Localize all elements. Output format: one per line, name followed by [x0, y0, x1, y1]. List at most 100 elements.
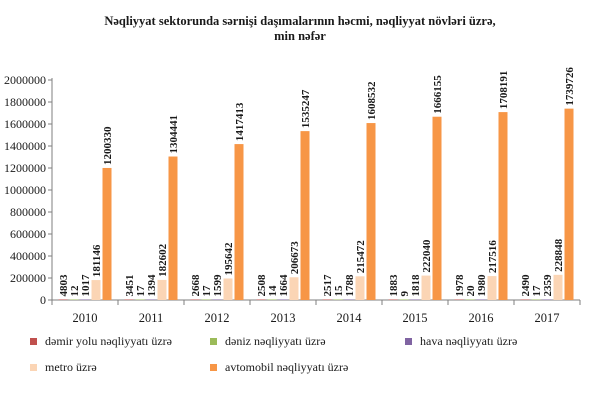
- x-tick-label: 2014: [337, 311, 363, 325]
- bar: [520, 299, 530, 300]
- chart-legend: dəmir yolu nəqliyyatı üzrə dəniz nəqliyya…: [30, 334, 590, 394]
- x-tick-label: 2011: [139, 311, 164, 325]
- bar: [157, 279, 167, 300]
- data-label: 1394: [146, 274, 158, 297]
- data-label: 17: [531, 285, 543, 297]
- y-tick-label: 200000: [10, 271, 46, 285]
- data-label: 195642: [223, 242, 235, 276]
- y-tick-label: 0: [40, 293, 46, 307]
- data-label: 1666155: [432, 75, 444, 114]
- data-label: 2359: [542, 274, 554, 297]
- data-label: 182602: [157, 243, 169, 277]
- bar: [476, 299, 486, 300]
- data-label: 9: [399, 291, 411, 297]
- legend-swatch: [210, 338, 217, 345]
- data-label: 15: [333, 285, 345, 297]
- bar: [80, 299, 90, 300]
- bar: [300, 131, 310, 300]
- data-label: 215472: [355, 240, 367, 274]
- legend-label: dəmir yolu nəqliyyatı üzrə: [45, 334, 172, 348]
- y-tick-label: 2000000: [4, 73, 46, 87]
- data-label: 14: [267, 285, 279, 297]
- data-label: 1304441: [168, 115, 180, 154]
- y-tick-label: 800000: [10, 205, 46, 219]
- legend-swatch: [30, 364, 37, 371]
- legend-item: avtomobil nəqliyyatı üzrə: [210, 360, 348, 375]
- bar: [553, 274, 563, 300]
- chart-title-line-2: min nəfər: [274, 29, 326, 43]
- bar: [91, 280, 101, 300]
- bar: [355, 276, 365, 300]
- bar: [278, 299, 288, 300]
- bar: [542, 299, 552, 300]
- y-tick-label: 400000: [10, 249, 46, 263]
- x-tick-label: 2017: [535, 311, 560, 325]
- data-label: 222040: [421, 239, 433, 273]
- data-label: 4803: [58, 274, 70, 297]
- y-tick-label: 1000000: [4, 183, 46, 197]
- bar: [102, 167, 112, 300]
- chart-title: Nəqliyyat sektorunda sərnişi daşımaların…: [40, 14, 560, 44]
- bar: [223, 278, 233, 300]
- bar: [388, 299, 398, 300]
- bar: [289, 277, 299, 300]
- data-label: 1708191: [498, 71, 510, 110]
- data-label: 1818: [410, 274, 422, 297]
- bar: [201, 299, 211, 300]
- data-label: 1883: [388, 274, 400, 297]
- data-label: 1788: [344, 274, 356, 297]
- bar: [531, 299, 541, 300]
- legend-item: metro üzrə: [30, 360, 97, 375]
- data-label: 1599: [212, 274, 224, 297]
- data-label: 1664: [278, 274, 290, 297]
- bar: [366, 123, 376, 300]
- legend-swatch: [30, 338, 37, 345]
- legend-item: dəniz nəqliyyatı üzrə: [210, 334, 326, 349]
- data-label: 2668: [190, 274, 202, 297]
- bar: [58, 299, 68, 300]
- data-label: 1417413: [234, 102, 246, 141]
- y-tick-label: 1400000: [4, 139, 46, 153]
- bar: [190, 299, 200, 300]
- data-label: 1200330: [102, 126, 114, 165]
- bar: [410, 299, 420, 300]
- legend-swatch: [405, 338, 412, 345]
- legend-label: avtomobil nəqliyyatı üzrə: [225, 360, 349, 374]
- x-tick-label: 2013: [271, 311, 296, 325]
- data-label: 2517: [322, 274, 334, 297]
- x-tick-label: 2015: [403, 311, 428, 325]
- data-label: 2508: [256, 274, 268, 297]
- y-tick-label: 1600000: [4, 117, 46, 131]
- legend-label: metro üzrə: [45, 360, 97, 374]
- bar: [322, 299, 332, 300]
- legend-swatch: [210, 364, 217, 371]
- bar: [333, 299, 343, 300]
- legend-label: hava nəqliyyatı üzrə: [420, 334, 518, 348]
- bar: [256, 299, 266, 300]
- data-label: 2490: [520, 274, 532, 297]
- data-label: 17: [135, 285, 147, 297]
- bar: [344, 299, 354, 300]
- bar: [564, 108, 574, 300]
- bar: [124, 299, 134, 300]
- bar: [399, 299, 409, 300]
- bar: [267, 299, 277, 300]
- data-label: 17: [201, 285, 213, 297]
- bar: [465, 299, 475, 300]
- data-label: 20: [465, 285, 477, 297]
- bar: [454, 299, 464, 300]
- x-tick-label: 2012: [205, 311, 230, 325]
- bar: [168, 156, 178, 300]
- bar: [69, 299, 79, 300]
- data-label: 228848: [553, 238, 565, 272]
- bar: [498, 112, 508, 300]
- y-tick-label: 600000: [10, 227, 46, 241]
- x-tick-label: 2010: [73, 311, 98, 325]
- data-label: 1017: [80, 274, 92, 297]
- data-label: 12: [69, 285, 81, 297]
- bar: [432, 116, 442, 300]
- data-label: 217516: [487, 240, 499, 274]
- x-tick-label: 2016: [469, 311, 494, 325]
